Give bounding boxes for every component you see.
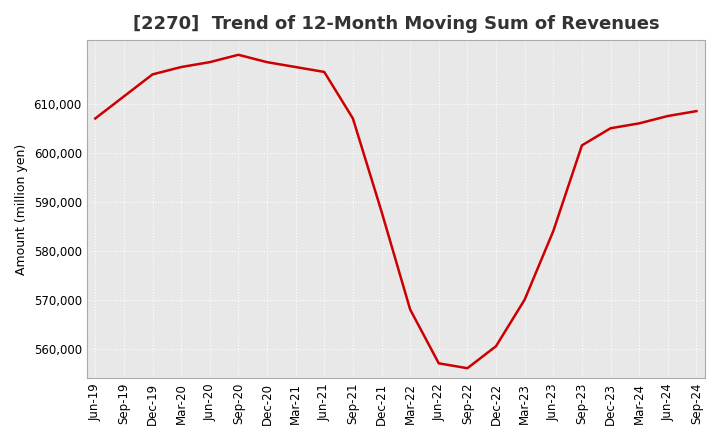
- Y-axis label: Amount (million yen): Amount (million yen): [15, 143, 28, 275]
- Title: [2270]  Trend of 12-Month Moving Sum of Revenues: [2270] Trend of 12-Month Moving Sum of R…: [132, 15, 659, 33]
